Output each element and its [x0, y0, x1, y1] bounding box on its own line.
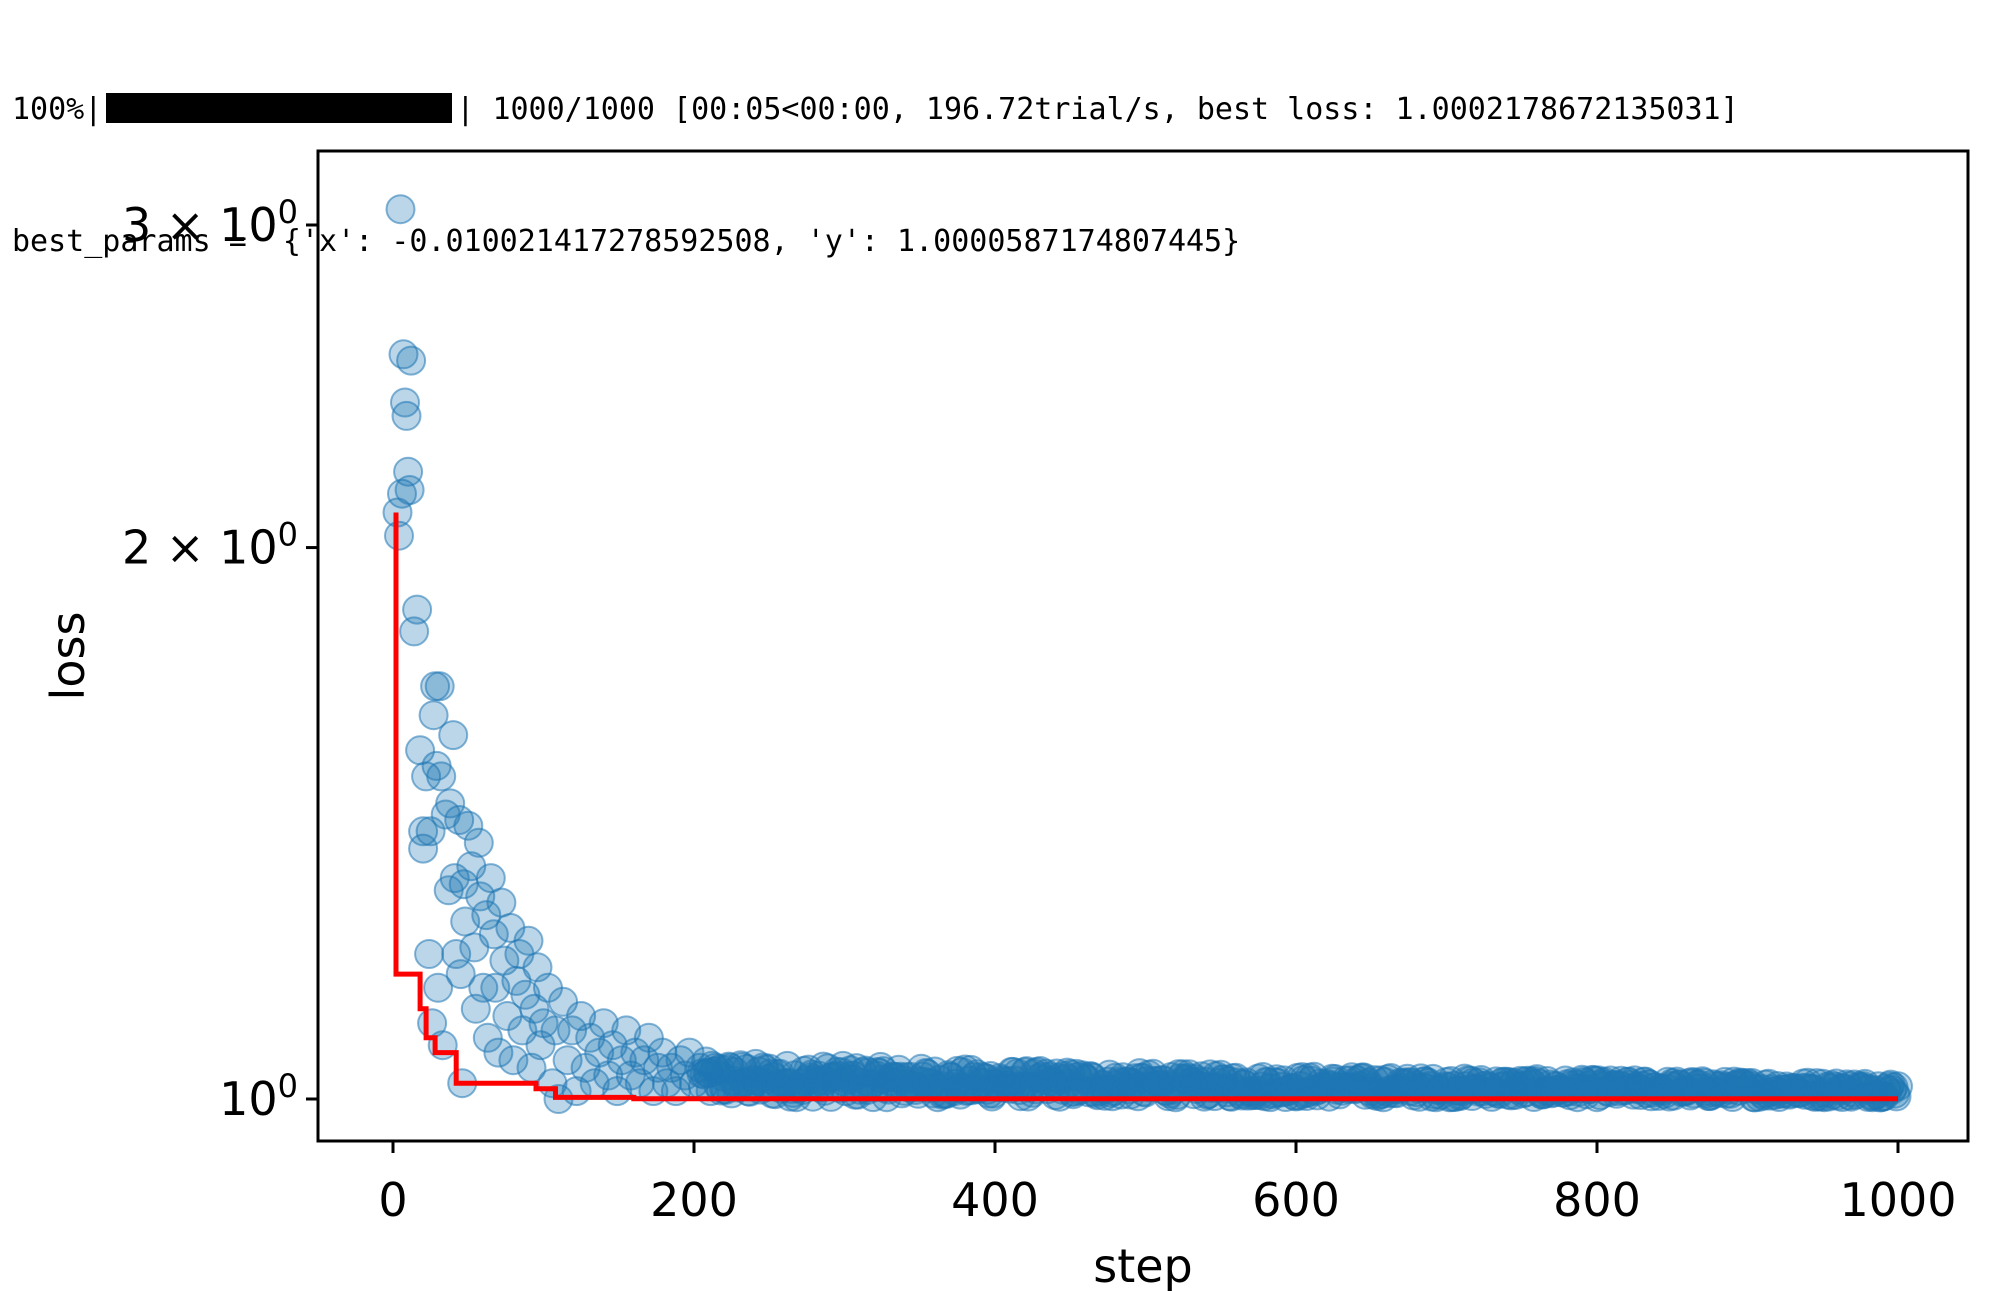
scatter-point	[486, 887, 517, 918]
axes-frame	[316, 149, 1970, 1143]
progress-bar-fill	[106, 93, 453, 123]
scatter-point	[498, 1045, 529, 1076]
scatter-point	[423, 972, 454, 1003]
scatter-point	[463, 827, 494, 858]
scatter-point	[478, 919, 509, 950]
y-tick-label: 2 × 100	[122, 516, 298, 575]
scatter-points	[382, 194, 1913, 1114]
scatter-point	[444, 805, 475, 835]
x-tick-label: 600	[1252, 1173, 1340, 1227]
scatter-point	[391, 400, 422, 431]
best-loss-step-line	[393, 512, 1898, 1102]
x-tick-label: 1000	[1839, 1173, 1956, 1227]
scatter-point	[426, 761, 457, 792]
scatter-point	[385, 194, 416, 225]
scatter-point	[408, 833, 439, 864]
scatter-point	[453, 810, 484, 841]
x-tick-label: 400	[951, 1173, 1039, 1227]
scatter-point	[408, 816, 439, 847]
scatter-point	[384, 520, 414, 551]
scatter-point	[588, 1008, 619, 1039]
x-axis-ticks: 0 200 400 600 800 1000	[378, 1141, 1957, 1227]
scatter-point	[414, 939, 445, 969]
scatter-point	[435, 788, 466, 819]
best-loss-line	[393, 512, 1898, 1102]
scatter-point	[438, 720, 469, 751]
scatter-point	[394, 475, 425, 505]
scatter-point	[468, 972, 499, 1003]
x-tick-label: 800	[1553, 1173, 1641, 1227]
best-params-line: best_params = {'x': -0.01002141727859250…	[12, 224, 1241, 259]
x-axis-label: step	[1093, 1239, 1193, 1291]
progress-bar-left-edge: |	[84, 92, 103, 127]
scatter-point	[1883, 1071, 1913, 1102]
y-axis-label: loss	[41, 612, 95, 701]
console-output: 100%| | 1000/1000 [00:05<00:00, 196.72tri…	[12, 0, 1988, 308]
y-tick-label: 100	[219, 1067, 298, 1126]
progress-percent: 100%	[12, 92, 85, 127]
scatter-point	[629, 1045, 660, 1076]
scatter-point	[540, 1015, 571, 1046]
progress-stats: 1000/1000 [00:05<00:00, 196.72trial/s, b…	[492, 92, 1739, 127]
scatter-point	[513, 925, 544, 956]
y-axis-ticks: 100 2 × 100 3 × 100	[122, 193, 318, 1126]
scatter-point	[445, 959, 476, 990]
x-tick-label: 200	[650, 1173, 738, 1227]
x-tick-label: 0	[378, 1173, 407, 1227]
progress-line: 100%| | 1000/1000 [00:05<00:00, 196.72tri…	[12, 88, 1988, 132]
scatter-point	[519, 993, 550, 1024]
scatter-point	[424, 671, 455, 702]
progress-bar-right-edge: |	[456, 92, 475, 127]
scatter-point	[552, 1045, 583, 1076]
scatter-point	[611, 1015, 642, 1046]
scatter-point	[483, 1037, 514, 1068]
scatter-point	[415, 816, 446, 847]
y-tick-label: 3 × 100	[122, 193, 298, 252]
scatter-point	[472, 1022, 503, 1053]
scatter-point	[584, 1037, 615, 1068]
scatter-point	[557, 1015, 588, 1046]
scatter-point	[399, 616, 430, 647]
scatter-point	[471, 900, 502, 931]
scatter-point	[402, 594, 433, 625]
scatter-point	[396, 345, 427, 376]
